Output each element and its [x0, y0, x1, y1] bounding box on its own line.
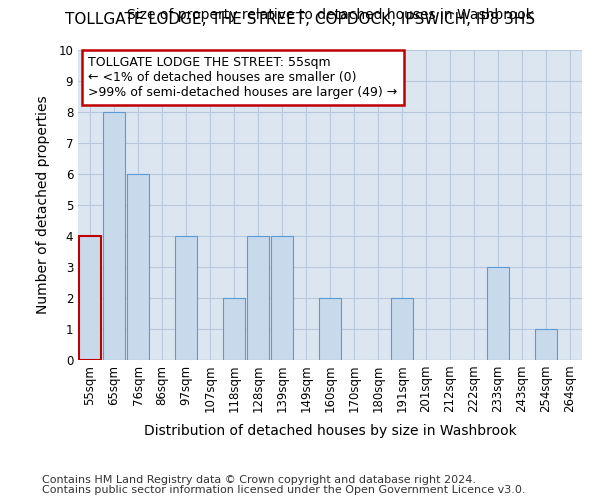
Text: Contains public sector information licensed under the Open Government Licence v3: Contains public sector information licen…	[42, 485, 526, 495]
Bar	[103, 112, 125, 360]
Y-axis label: Number of detached properties: Number of detached properties	[36, 96, 50, 314]
Bar	[79, 236, 101, 360]
Bar	[391, 298, 413, 360]
Bar	[127, 174, 149, 360]
Text: TOLLGATE LODGE THE STREET: 55sqm
← <1% of detached houses are smaller (0)
>99% o: TOLLGATE LODGE THE STREET: 55sqm ← <1% o…	[88, 56, 397, 99]
X-axis label: Distribution of detached houses by size in Washbrook: Distribution of detached houses by size …	[143, 424, 517, 438]
Bar	[319, 298, 341, 360]
Title: Size of property relative to detached houses in Washbrook: Size of property relative to detached ho…	[127, 8, 533, 22]
Bar	[271, 236, 293, 360]
Bar	[223, 298, 245, 360]
Bar	[487, 267, 509, 360]
Bar	[175, 236, 197, 360]
Bar	[247, 236, 269, 360]
Text: TOLLGATE LODGE, THE STREET, COPDOCK, IPSWICH, IP8 3HS: TOLLGATE LODGE, THE STREET, COPDOCK, IPS…	[65, 12, 535, 28]
Bar	[535, 329, 557, 360]
Text: Contains HM Land Registry data © Crown copyright and database right 2024.: Contains HM Land Registry data © Crown c…	[42, 475, 476, 485]
